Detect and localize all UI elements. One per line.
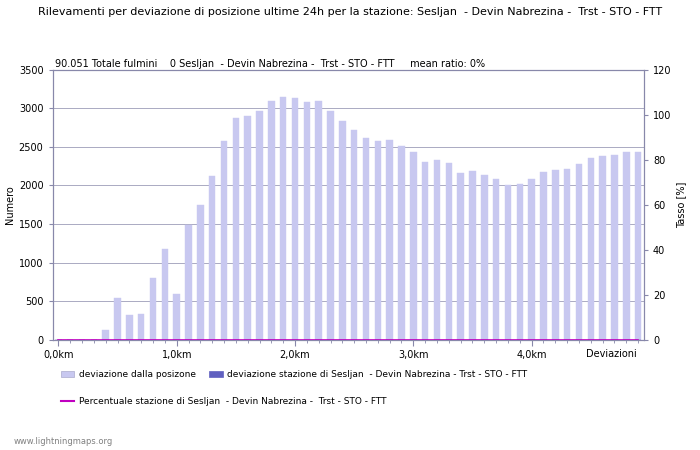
Bar [220, 141, 228, 340]
Bar [328, 112, 334, 340]
Bar [386, 140, 393, 340]
Bar [114, 298, 121, 340]
Bar [150, 278, 156, 340]
Bar [422, 162, 428, 340]
Bar [505, 185, 511, 340]
Bar [469, 171, 476, 340]
Bar [623, 152, 629, 340]
Bar [256, 112, 262, 340]
Bar [138, 314, 144, 340]
Legend: deviazione dalla posizone, deviazione stazione di Sesljan  - Devin Nabrezina - T: deviazione dalla posizone, deviazione st… [57, 367, 531, 383]
Bar [304, 102, 310, 340]
Bar [292, 98, 298, 340]
Bar [587, 158, 594, 340]
Bar [575, 164, 582, 340]
Bar [434, 160, 440, 340]
Bar [374, 141, 381, 340]
Bar [410, 152, 416, 340]
Text: 90.051 Totale fulmini    0 Sesljan  - Devin Nabrezina -  Trst - STO - FTT     me: 90.051 Totale fulmini 0 Sesljan - Devin … [55, 59, 486, 69]
Bar [599, 156, 605, 340]
Bar [635, 152, 641, 340]
Bar [232, 118, 239, 340]
Bar [457, 173, 464, 340]
Y-axis label: Tasso [%]: Tasso [%] [676, 181, 686, 228]
Bar [174, 294, 180, 340]
Bar [197, 205, 204, 340]
Bar [481, 175, 487, 340]
Bar [268, 101, 274, 340]
Legend: Percentuale stazione di Sesljan  - Devin Nabrezina -  Trst - STO - FTT: Percentuale stazione di Sesljan - Devin … [57, 394, 390, 410]
Bar [280, 97, 286, 340]
Bar [398, 146, 405, 340]
Y-axis label: Numero: Numero [5, 185, 15, 224]
Bar [339, 121, 346, 340]
Bar [162, 249, 168, 340]
Bar [316, 101, 322, 340]
Bar [186, 225, 192, 340]
Text: www.lightningmaps.org: www.lightningmaps.org [14, 436, 113, 446]
Text: Deviazioni: Deviazioni [587, 349, 637, 359]
Bar [244, 116, 251, 340]
Bar [493, 179, 499, 340]
Bar [363, 138, 369, 340]
Bar [552, 170, 559, 340]
Bar [564, 169, 570, 340]
Bar [446, 163, 452, 340]
Text: Rilevamenti per deviazione di posizione ultime 24h per la stazione: Sesljan  - D: Rilevamenti per deviazione di posizione … [38, 7, 662, 17]
Bar [351, 130, 358, 340]
Bar [517, 184, 523, 340]
Bar [126, 315, 132, 340]
Bar [528, 179, 535, 340]
Bar [540, 171, 547, 340]
Bar [209, 176, 216, 340]
Bar [102, 330, 109, 340]
Bar [611, 155, 617, 340]
